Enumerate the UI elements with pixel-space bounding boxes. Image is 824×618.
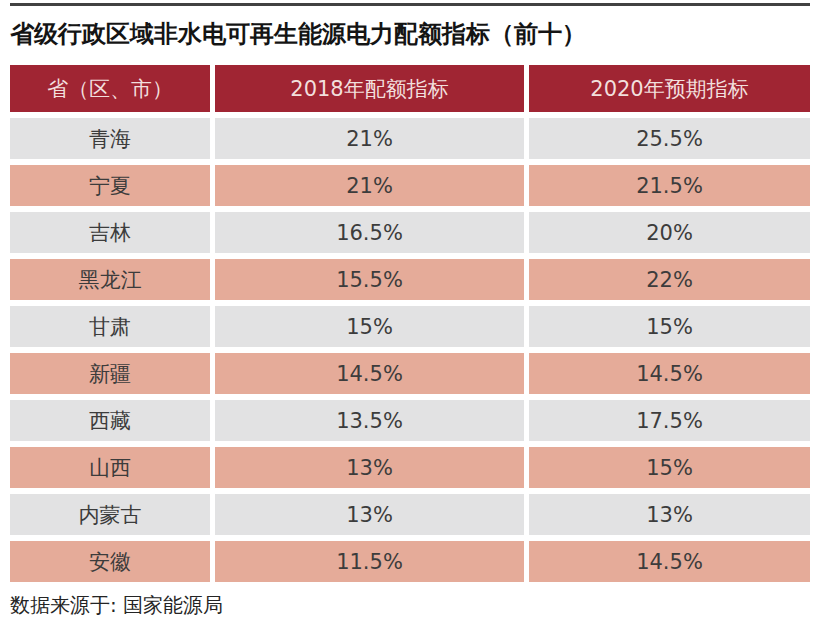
province-cell: 新疆 (10, 353, 210, 394)
province-cell: 青海 (10, 118, 210, 159)
quota-2018-cell: 15% (215, 306, 524, 347)
quota-2020-cell: 14.5% (529, 353, 810, 394)
quota-2018-cell: 16.5% (215, 212, 524, 253)
province-cell: 山西 (10, 447, 210, 488)
top-divider (10, 3, 810, 6)
quota-table: 省（区、市） 2018年配额指标 2020年预期指标 青海21%25.5%宁夏2… (10, 65, 810, 582)
column-header-province: 省（区、市） (10, 65, 210, 112)
quota-2018-cell: 14.5% (215, 353, 524, 394)
province-cell: 黑龙江 (10, 259, 210, 300)
report-container: 省级行政区域非水电可再生能源电力配额指标（前十） 省（区、市） 2018年配额指… (10, 3, 810, 618)
quota-2020-cell: 25.5% (529, 118, 810, 159)
province-cell: 宁夏 (10, 165, 210, 206)
quota-2018-cell: 13% (215, 494, 524, 535)
quota-2020-cell: 13% (529, 494, 810, 535)
data-source-note: 数据来源于: 国家能源局 (10, 592, 810, 618)
quota-2020-cell: 14.5% (529, 541, 810, 582)
quota-2018-cell: 11.5% (215, 541, 524, 582)
quota-2018-cell: 13.5% (215, 400, 524, 441)
quota-2018-cell: 21% (215, 165, 524, 206)
quota-2020-cell: 20% (529, 212, 810, 253)
province-cell: 安徽 (10, 541, 210, 582)
province-cell: 内蒙古 (10, 494, 210, 535)
quota-2018-cell: 13% (215, 447, 524, 488)
quota-2020-cell: 15% (529, 447, 810, 488)
quota-2020-cell: 17.5% (529, 400, 810, 441)
province-cell: 吉林 (10, 212, 210, 253)
quota-2020-cell: 21.5% (529, 165, 810, 206)
quota-2020-cell: 22% (529, 259, 810, 300)
page-title: 省级行政区域非水电可再生能源电力配额指标（前十） (10, 22, 810, 46)
province-cell: 西藏 (10, 400, 210, 441)
quota-2018-cell: 21% (215, 118, 524, 159)
province-cell: 甘肃 (10, 306, 210, 347)
quota-2020-cell: 15% (529, 306, 810, 347)
column-header-2020: 2020年预期指标 (529, 65, 810, 112)
quota-2018-cell: 15.5% (215, 259, 524, 300)
column-header-2018: 2018年配额指标 (215, 65, 524, 112)
